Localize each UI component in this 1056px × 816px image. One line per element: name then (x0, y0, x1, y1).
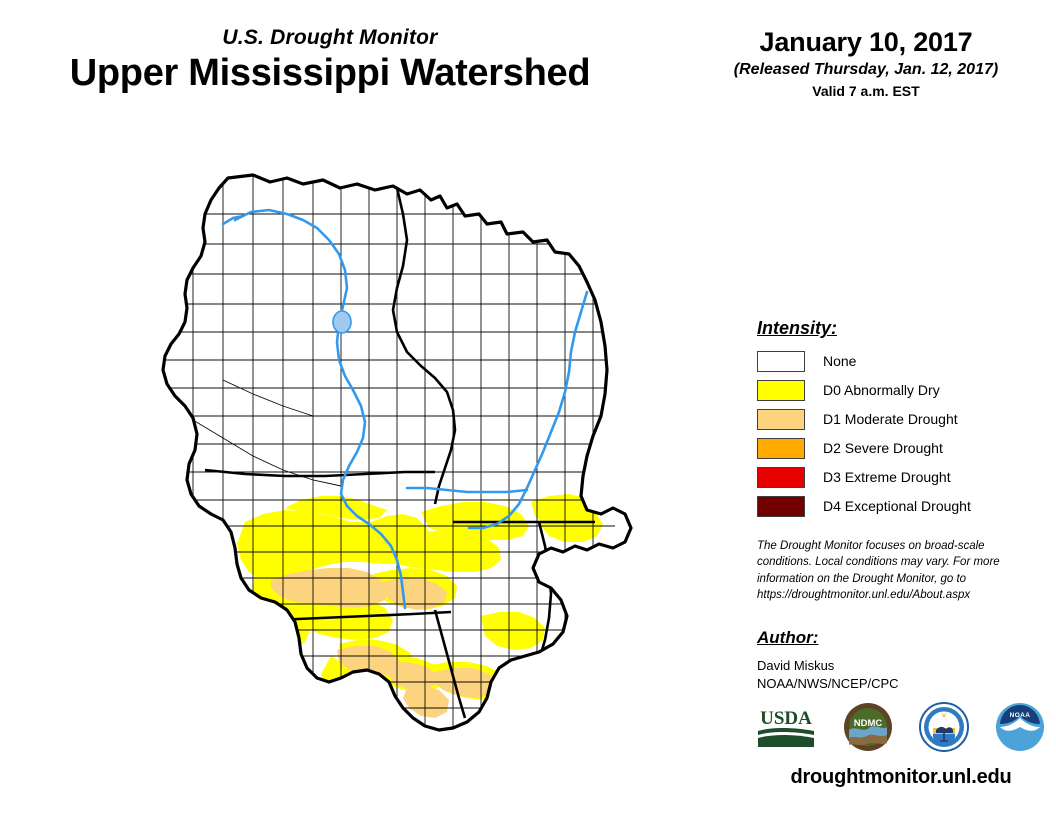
legend-item-d0[interactable]: D0 Abnormally Dry (757, 378, 1047, 402)
legend-label-d1: D1 Moderate Drought (823, 411, 958, 427)
lakes (332, 310, 352, 334)
legend-item-d3[interactable]: D3 Extreme Drought (757, 465, 1047, 489)
legend-swatch-d2 (757, 437, 805, 459)
ndmc-logo: NDMC (843, 702, 893, 757)
usda-logo: USDA (755, 704, 817, 755)
legend-swatch-d3 (757, 466, 805, 488)
legend-item-none[interactable]: None (757, 349, 1047, 373)
legend-swatch-d0 (757, 379, 805, 401)
legend-label-none: None (823, 353, 857, 369)
author-name: David Miskus (757, 658, 835, 673)
header-subtitle: U.S. Drought Monitor (222, 26, 438, 49)
nws-logo (919, 701, 969, 757)
noaa-logo: NOAA (995, 702, 1045, 757)
header-left: U.S. Drought Monitor Upper Mississippi W… (0, 26, 660, 96)
svg-text:USDA: USDA (760, 708, 812, 729)
legend-label-d2: D2 Severe Drought (823, 440, 943, 456)
svg-text:NOAA: NOAA (1010, 712, 1031, 719)
watershed-map (135, 170, 635, 770)
map-date: January 10, 2017 (759, 27, 973, 57)
legend-label-d0: D0 Abnormally Dry (823, 382, 940, 398)
release-date: (Released Thursday, Jan. 12, 2017) (733, 61, 999, 78)
author-block: Author: David Miskus NOAA/NWS/NCEP/CPC (757, 628, 1037, 693)
county-boundaries (163, 175, 615, 730)
legend-label-d3: D3 Extreme Drought (823, 469, 951, 485)
svg-text:NDMC: NDMC (854, 718, 883, 729)
author-title: Author: (757, 628, 819, 647)
legend-swatch-none (757, 350, 805, 372)
legend-item-d4[interactable]: D4 Exceptional Drought (757, 494, 1047, 518)
valid-time: Valid 7 a.m. EST (812, 83, 920, 99)
state-boundaries (204, 187, 595, 719)
legend-item-d1[interactable]: D1 Moderate Drought (757, 407, 1047, 431)
legend-label-d4: D4 Exceptional Drought (823, 498, 971, 514)
logo-strip: USDA NDMC (755, 700, 1045, 758)
watershed-outline (161, 173, 633, 732)
legend-swatch-d1 (757, 408, 805, 430)
page-title: Upper Mississippi Watershed (69, 52, 591, 94)
disclaimer-text: The Drought Monitor focuses on broad-sca… (757, 540, 1000, 601)
river-network (221, 208, 589, 610)
legend-title: Intensity: (757, 318, 838, 338)
legend-swatch-d4 (757, 495, 805, 517)
site-url[interactable]: droughtmonitor.unl.edu (790, 766, 1012, 788)
header-right: January 10, 2017 (Released Thursday, Jan… (680, 27, 1052, 99)
legend-item-d2[interactable]: D2 Severe Drought (757, 436, 1047, 460)
legend: Intensity: None D0 Abnormally Dry D1 Mod… (757, 318, 1047, 523)
author-affiliation: NOAA/NWS/NCEP/CPC (757, 676, 899, 692)
